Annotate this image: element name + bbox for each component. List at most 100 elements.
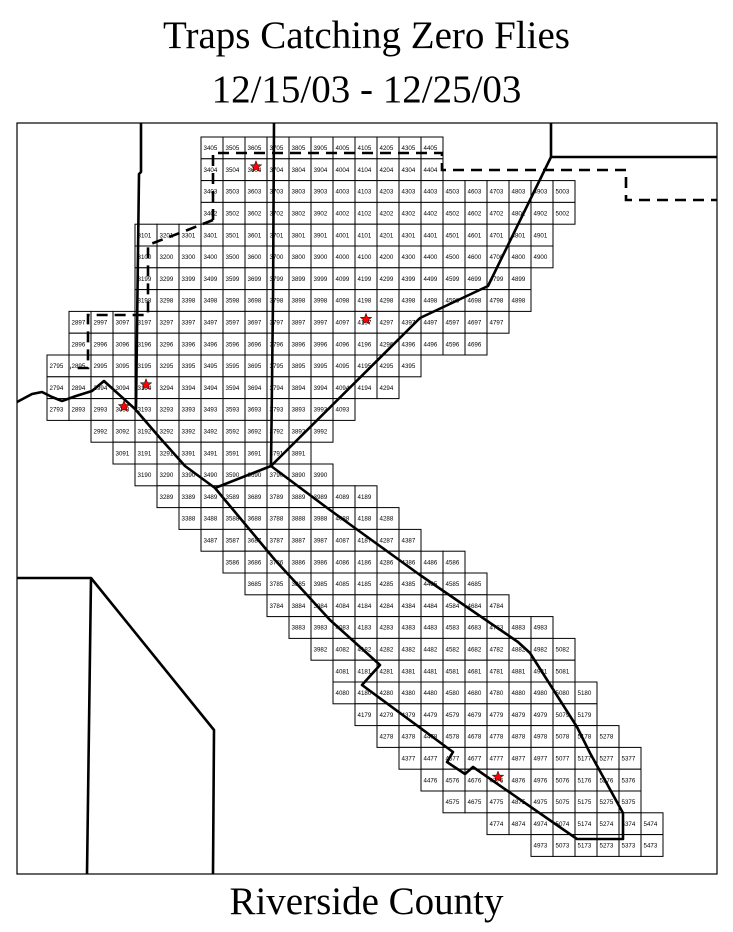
grid-cell-label: 4478 [424,734,438,741]
star-icon [139,377,153,391]
grid-cell-label: 3501 [226,232,240,239]
grid-cell-label: 4398 [402,298,416,305]
grid-cell-label: 4185 [358,581,372,588]
grid-cell-label: 3892 [292,429,306,436]
grid-cell-label: 5073 [556,843,570,850]
grid-cell-label: 3897 [292,320,306,327]
grid-cell-label: 3494 [204,385,218,392]
grid-cell-label: 4879 [512,712,526,719]
grid-cell-label: 5274 [600,821,614,828]
grid-cell-label: 3889 [292,494,306,501]
grid-cell-label: 5275 [600,799,614,806]
grid-cell-label: 3789 [270,494,284,501]
grid-cell-label: 4101 [358,232,372,239]
grid-cell-label: 4479 [424,712,438,719]
grid-cell-label: 3401 [204,232,218,239]
grid-cell-label: 4387 [402,538,416,545]
grid-cell-label: 4285 [380,581,394,588]
grid-cell-label: 4678 [468,734,482,741]
grid-cell-label: 4876 [512,777,526,784]
grid-cell-label: 4105 [358,145,372,152]
grid-cell-label: 4499 [424,276,438,283]
grid-cell-label: 3894 [292,385,306,392]
grid-cell-label: 3591 [226,450,240,457]
grid-cell-label: 5080 [556,690,570,697]
grid-cell-label: 4198 [358,298,372,305]
dashed-boundary-north [211,151,717,220]
grid-cell-label: 3500 [226,254,240,261]
grid-cell-label: 5074 [556,821,570,828]
grid-cell-label: 3805 [292,145,306,152]
grid-cell-label: 2994 [94,385,108,392]
grid-cell-label: 4778 [490,734,504,741]
grid-cell-label: 3589 [226,494,240,501]
grid-cell-label: 4599 [446,276,460,283]
grid-cell-label: 3200 [160,254,174,261]
grid-cell-label: 3685 [248,581,262,588]
grid-cell-label: 3701 [270,232,284,239]
grid-cell-label: 4286 [380,559,394,566]
grid-cell-label: 5078 [556,734,570,741]
grid-cell-label: 3996 [314,341,328,348]
grid-cell-label: 3390 [182,472,196,479]
grid-cell-label: 3499 [204,276,218,283]
grid-cell-label: 4102 [358,211,372,218]
grid-cell-label: 4681 [468,668,482,675]
grid-cell-label: 4582 [446,647,460,654]
grid-cell-label: 3883 [292,625,306,632]
grid-cell-label: 4502 [446,211,460,218]
grid-cell-label: 5377 [622,756,636,763]
grid-cell-label: 3190 [138,472,152,479]
grid-cell-label: 3588 [226,516,240,523]
grid-cell-label: 2793 [50,407,64,414]
grid-cell-label: 4498 [424,298,438,305]
grid-cell-label: 4377 [402,756,416,763]
grid-cell-label: 4480 [424,690,438,697]
grid-cell-label: 3689 [248,494,262,501]
grid-cell [310,419,334,443]
grid-cell-label: 5079 [556,712,570,719]
grid-cell-label: 4898 [512,298,526,305]
grid-cell-label: 4098 [336,298,350,305]
grid-cell [376,376,400,400]
grid-cell-label: 4680 [468,690,482,697]
grid-cell-label: 4603 [468,189,482,196]
grid-cell-label: 4288 [380,516,394,523]
grid-cell-label: 5075 [556,799,570,806]
grid-cell-label: 4803 [512,189,526,196]
grid-cell-label: 4580 [446,690,460,697]
grid-cell-label: 3393 [182,407,196,414]
grid-cell-label: 5173 [578,843,592,850]
grid-cell-label: 4774 [490,821,504,828]
grid-cell-label: 4977 [534,756,548,763]
grid-cell-label: 3887 [292,538,306,545]
grid-cell-label: 4874 [512,821,526,828]
grid-cell [552,201,576,225]
grid-cell-label: 4180 [358,690,372,697]
grid-cell-label: 4099 [336,276,350,283]
grid-cell-label: 4982 [534,647,548,654]
grid-cell-label: 3405 [204,145,218,152]
grid-cell-label: 3798 [270,298,284,305]
grid-cell-label: 4181 [358,668,372,675]
grid-cell-label: 3289 [160,494,174,501]
grid-cell-label: 3902 [314,211,328,218]
grid-cell-label: 3802 [292,211,306,218]
grid-cell-label: 4399 [402,276,416,283]
grid-cell-label: 3891 [292,450,306,457]
grid-cell-label: 4097 [336,320,350,327]
grid-cell-label: 3896 [292,341,306,348]
grid-cell-label: 2995 [94,363,108,370]
grid-cell-label: 5077 [556,756,570,763]
grid-cell-label: 4877 [512,756,526,763]
grid-cell-label: 4093 [336,407,350,414]
grid-cell-label: 3201 [160,232,174,239]
grid-cell-label: 4402 [424,211,438,218]
grid-cell-label: 4878 [512,734,526,741]
grid-cell-label: 4203 [380,189,394,196]
grid-cell-label: 3697 [248,320,262,327]
grid-cell-label: 4382 [402,647,416,654]
grid-cell-label: 4579 [446,712,460,719]
grid-cell-label: 3800 [292,254,306,261]
grid-cell [464,332,488,356]
